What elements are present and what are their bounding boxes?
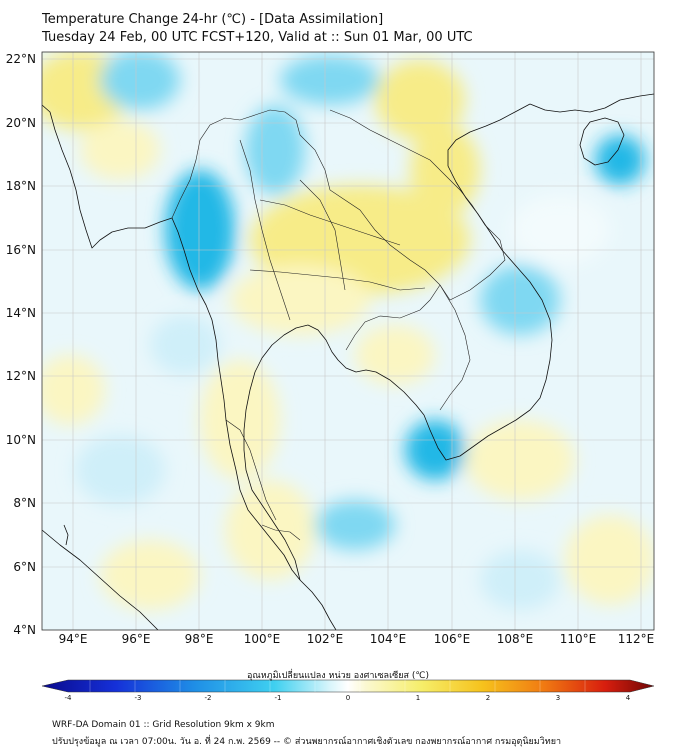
cool-area-hainan [595, 135, 645, 185]
warm-area-scs-south [565, 515, 654, 605]
lon-tick-108e: 108°E [496, 632, 534, 646]
colorbar-bar [41, 679, 655, 693]
footer-update-info: ปรับปรุงข้อมูล ณ เวลา 07:00น. วัน อ. ที่… [52, 737, 562, 747]
colorbar-tick-3: 3 [555, 694, 561, 702]
border-thailand-myanmar [171, 109, 301, 219]
coast-gulf-west [243, 324, 309, 581]
lat-tick-10n: 10°N [5, 433, 36, 447]
lon-tick-110e: 110°E [559, 632, 597, 646]
coastlines [42, 93, 654, 630]
border-thai-provinces-2 [299, 179, 346, 291]
border-peninsula [225, 419, 277, 521]
colorbar-label: อุณหภูมิเปลี่ยนแปลง หน่วย องศาเซลเซียส (… [246, 671, 430, 681]
border-laos-vietnam [329, 109, 506, 301]
cool-area-burma-border [165, 170, 235, 290]
lon-tick-96e: 96°E [121, 632, 151, 646]
warm-area-cambodia [355, 325, 435, 385]
cool-area-gulf-south [315, 500, 395, 550]
warm-area-north-vietnam [375, 60, 465, 140]
border-thai-provinces-4 [249, 269, 426, 291]
colorbar-tick-neg2: -2 [204, 694, 212, 702]
coast-sumatra [42, 529, 159, 630]
warm-area-peninsula [200, 360, 280, 480]
cool-area-andaman-south [75, 435, 165, 505]
colorbar-tick-neg4: -4 [64, 694, 72, 702]
lat-tick-16n: 16°N [5, 243, 36, 257]
colorbar-tick-neg3: -3 [134, 694, 142, 702]
border-thai-provinces-1 [239, 139, 291, 321]
map-frame [41, 51, 655, 631]
colorbar-tick-1: 1 [415, 694, 421, 702]
warm-area-central [230, 265, 370, 335]
warm-area-myanmar [80, 120, 160, 180]
cool-area-scs-south [480, 550, 560, 610]
border-thailand-laos [299, 134, 441, 286]
lon-tick-102e: 102°E [306, 632, 344, 646]
lat-tick-6n: 6°N [13, 560, 36, 574]
cool-area-myanmar-north [100, 52, 180, 110]
colorbar-tick-2: 2 [485, 694, 491, 702]
lon-tick-106e: 106°E [433, 632, 471, 646]
lon-tick-104e: 104°E [369, 632, 407, 646]
map-title: Temperature Change 24-hr (℃) - [Data Ass… [42, 12, 384, 27]
coast-andaman-islands [63, 524, 69, 546]
colorbar-tick-4: 4 [625, 694, 631, 702]
cool-area-andaman-east [150, 315, 220, 375]
lon-tick-100e: 100°E [243, 632, 281, 646]
lat-tick-18n: 18°N [5, 179, 36, 193]
lat-tick-4n: 4°N [13, 623, 36, 637]
colorbar-tick-neg1: -1 [274, 694, 282, 702]
coast-malaysia-east [299, 579, 337, 630]
warm-area-sw [100, 540, 200, 610]
lat-tick-20n: 20°N [5, 116, 36, 130]
map-subtitle: Tuesday 24 Feb, 00 UTC FCST+120, Valid a… [42, 30, 473, 45]
cool-area-north [280, 55, 380, 105]
coast-south-china [529, 93, 654, 113]
lat-tick-22n: 22°N [5, 52, 36, 66]
footer-domain-info: WRF-DA Domain 01 :: Grid Resolution 9km … [52, 720, 275, 730]
coast-hainan [579, 117, 625, 166]
border-thai-provinces-3 [259, 199, 401, 246]
coast-myanmar-west [42, 104, 301, 581]
temperature-field [42, 52, 654, 630]
lat-tick-14n: 14°N [5, 306, 36, 320]
cool-area-mekong-delta [405, 420, 465, 480]
cool-area-chiang-mai [245, 105, 305, 195]
warm-area-south [225, 480, 315, 580]
coast-gulf-north [307, 324, 425, 416]
graticule [42, 52, 654, 630]
coast-cambodia-vietnam [423, 103, 553, 461]
border-thailand-cambodia [345, 284, 441, 351]
country-borders [171, 109, 506, 541]
colorbar-tick-0: 0 [345, 694, 351, 702]
lat-tick-8n: 8°N [13, 496, 36, 510]
lon-tick-112e: 112°E [617, 632, 655, 646]
colorbar [41, 679, 655, 693]
border-thai-malaysia [261, 524, 301, 541]
lat-tick-12n: 12°N [5, 369, 36, 383]
lon-tick-98e: 98°E [184, 632, 214, 646]
warm-area-andaman [42, 355, 105, 425]
border-cambodia-vietnam [439, 284, 471, 411]
warm-area-scs-central [465, 420, 575, 500]
neutral-area-gulf-tonkin [510, 195, 610, 265]
lon-tick-94e: 94°E [58, 632, 88, 646]
cool-area-central-vietnam [480, 265, 560, 335]
colorbar-segments [89, 680, 586, 692]
